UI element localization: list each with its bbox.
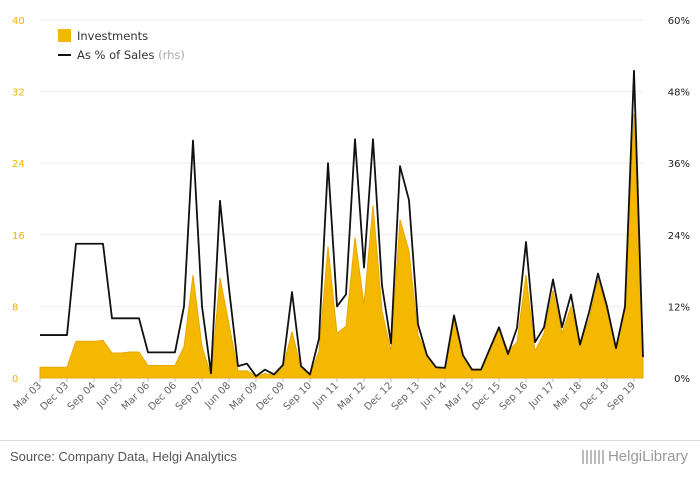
bar-chart-icon <box>581 449 604 464</box>
y-left-tick-label: 32 <box>12 88 25 99</box>
x-tick-label: Mar 12 <box>336 380 368 412</box>
y-left-tick-label: 40 <box>12 16 25 27</box>
x-tick-label: Mar 03 <box>12 380 44 412</box>
legend: Investments As % of Sales (rhs) <box>58 29 185 62</box>
x-tick-label: Mar 15 <box>444 380 476 412</box>
x-tick-label: Sep 07 <box>174 380 206 412</box>
investments-area <box>39 113 644 379</box>
y-left-tick-label: 24 <box>12 159 25 170</box>
x-tick-label: Sep 19 <box>606 380 638 412</box>
brand-name: HelgiLibrary <box>607 448 688 465</box>
x-tick-label: Dec 12 <box>362 380 395 413</box>
legend-swatch-investments <box>58 29 71 42</box>
y-axis-right: 0% 12% 24% 36% 48% 60% <box>668 16 690 385</box>
pct-sales-line <box>40 69 644 378</box>
x-tick-label: Sep 13 <box>390 380 422 412</box>
y-left-tick-label: 8 <box>12 302 18 313</box>
y-right-tick-label: 36% <box>668 159 690 170</box>
legend-label-pct-sales: As % of Sales (rhs) <box>77 48 185 62</box>
y-right-tick-label: 60% <box>668 16 690 27</box>
y-left-tick-label: 0 <box>12 374 18 385</box>
brand-logo: HelgiLibrary <box>581 448 688 465</box>
y-right-tick-label: 0% <box>674 374 690 385</box>
footer-divider <box>0 440 700 441</box>
x-tick-label: Dec 06 <box>146 380 179 413</box>
y-axis-left: 0 8 16 24 32 40 <box>12 16 25 385</box>
x-tick-label: Mar 09 <box>228 380 260 412</box>
x-tick-label: Dec 09 <box>254 380 287 413</box>
x-tick-label: Sep 10 <box>282 380 314 412</box>
x-tick-label: Dec 18 <box>578 380 611 413</box>
plot-area <box>39 69 644 379</box>
x-tick-label: Sep 04 <box>66 380 98 412</box>
y-left-tick-label: 16 <box>12 231 25 242</box>
x-tick-label: Sep 16 <box>498 380 530 412</box>
legend-label-investments: Investments <box>77 29 148 43</box>
legend-label-rhs: (rhs) <box>158 48 185 62</box>
source-note: Source: Company Data, Helgi Analytics <box>10 449 237 464</box>
legend-label-pct-sales-text: As % of Sales <box>77 48 154 62</box>
x-tick-label: Mar 18 <box>552 380 584 412</box>
y-right-tick-label: 48% <box>668 88 690 99</box>
y-right-tick-label: 12% <box>668 302 690 313</box>
x-tick-label: Dec 03 <box>38 380 71 413</box>
y-right-tick-label: 24% <box>668 231 690 242</box>
x-tick-label: Mar 06 <box>120 380 152 412</box>
x-tick-label: Dec 15 <box>470 380 503 413</box>
